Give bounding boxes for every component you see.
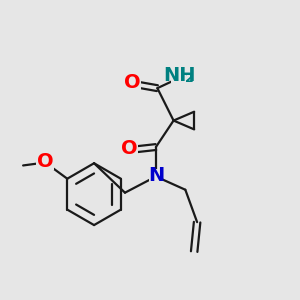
- FancyBboxPatch shape: [121, 142, 138, 158]
- Text: 2: 2: [185, 72, 194, 85]
- Text: NH: NH: [163, 66, 196, 85]
- FancyBboxPatch shape: [171, 70, 197, 85]
- Text: O: O: [37, 152, 53, 170]
- FancyBboxPatch shape: [124, 76, 141, 91]
- Text: N: N: [148, 166, 164, 184]
- Text: O: O: [124, 73, 141, 92]
- FancyBboxPatch shape: [148, 169, 163, 184]
- FancyBboxPatch shape: [36, 155, 54, 170]
- Text: O: O: [121, 139, 138, 158]
